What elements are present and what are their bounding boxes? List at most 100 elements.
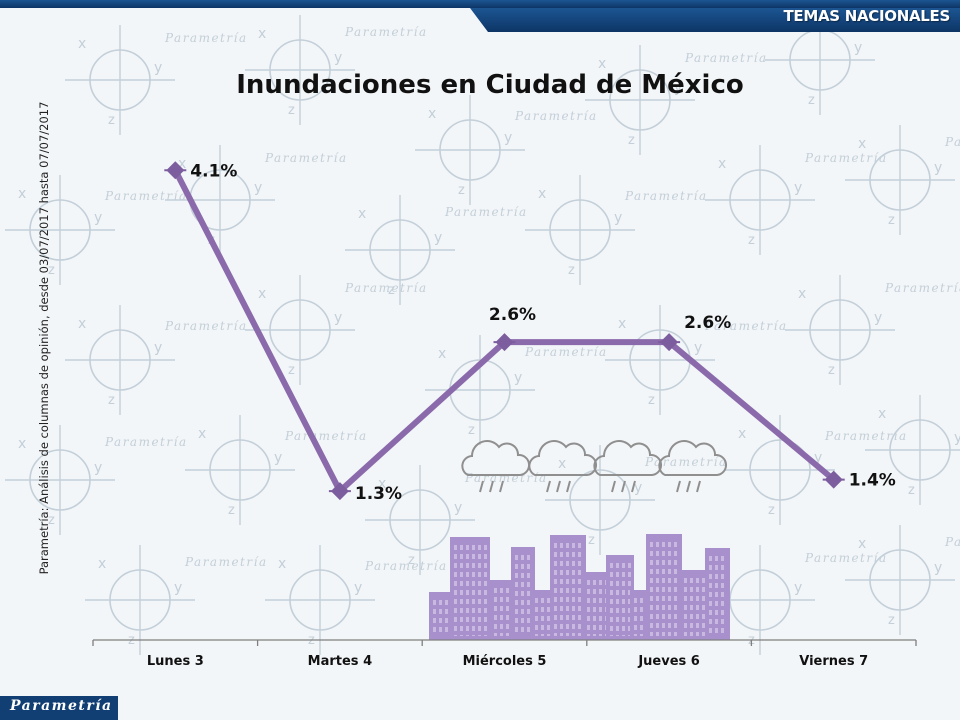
- building-window: [494, 633, 497, 638]
- building-window: [593, 598, 596, 603]
- watermark-word: Parametría: [164, 319, 248, 333]
- watermark-symbol: z: [648, 393, 655, 408]
- building-window: [650, 614, 653, 619]
- building-window: [547, 616, 550, 621]
- building-window: [616, 626, 619, 631]
- building-window: [454, 545, 457, 550]
- building-window: [521, 555, 524, 560]
- building-window: [466, 554, 469, 559]
- watermark-word: Parametría: [264, 151, 348, 165]
- building-window: [650, 632, 653, 637]
- building-window: [628, 626, 631, 631]
- data-point: [658, 333, 681, 352]
- building-window: [715, 601, 718, 606]
- building-window: [656, 578, 659, 583]
- building-window: [715, 592, 718, 597]
- building-window: [715, 574, 718, 579]
- building-window: [478, 554, 481, 559]
- building-window: [454, 572, 457, 577]
- building-window: [566, 579, 569, 584]
- building-window: [554, 615, 557, 620]
- building-window: [650, 578, 653, 583]
- building-window: [541, 598, 544, 603]
- watermark-symbol: y: [94, 210, 102, 226]
- building-window: [472, 572, 475, 577]
- building-window: [433, 600, 436, 605]
- data-point: [328, 482, 351, 501]
- watermark-symbol: y: [514, 370, 522, 386]
- building-window: [478, 563, 481, 568]
- building-window: [572, 552, 575, 557]
- building-window: [500, 588, 503, 593]
- watermark-word: Parametría: [944, 535, 960, 549]
- building-window: [460, 554, 463, 559]
- building-window: [484, 626, 487, 631]
- watermark-tile: x y z Parametría: [65, 305, 248, 415]
- building-window: [460, 617, 463, 622]
- building-window: [515, 582, 518, 587]
- building-window: [696, 605, 699, 610]
- x-tick-label: Jueves 6: [637, 654, 700, 669]
- building-window: [715, 556, 718, 561]
- building-window: [674, 578, 677, 583]
- building-window: [668, 587, 671, 592]
- building-window: [494, 624, 497, 629]
- building-window: [478, 572, 481, 577]
- building-window: [674, 614, 677, 619]
- building-window: [484, 563, 487, 568]
- building-window: [460, 626, 463, 631]
- building-window: [521, 582, 524, 587]
- building-window: [527, 564, 530, 569]
- x-tick-label: Lunes 3: [147, 654, 204, 669]
- building-window: [690, 614, 693, 619]
- watermark-symbol: y: [954, 430, 960, 446]
- building-window: [662, 623, 665, 628]
- building-window: [593, 580, 596, 585]
- watermark-symbol: y: [434, 230, 442, 246]
- building-window: [674, 587, 677, 592]
- watermark-symbol: z: [808, 93, 815, 108]
- building-window: [566, 570, 569, 575]
- building-window: [650, 569, 653, 574]
- building-window: [466, 572, 469, 577]
- rain-city-illustration: [429, 440, 730, 640]
- building-window: [622, 617, 625, 622]
- watermark-symbol: y: [814, 450, 822, 466]
- building-window: [640, 598, 643, 603]
- watermark-symbol: z: [748, 233, 755, 248]
- building-window: [616, 608, 619, 613]
- watermark-word: Parametría: [514, 109, 598, 123]
- watermark-symbol: x: [98, 556, 106, 572]
- building-window: [662, 614, 665, 619]
- building-window: [702, 614, 705, 619]
- building-window: [674, 605, 677, 610]
- building-window: [521, 600, 524, 605]
- x-tick-labels: Lunes 3 Martes 4 Miércoles 5 Jueves 6 Vierne…: [147, 654, 868, 669]
- building-window: [721, 583, 724, 588]
- watermark-word: Parametría: [704, 319, 788, 333]
- building-window: [668, 542, 671, 547]
- building-window: [515, 600, 518, 605]
- watermark-word: Parametría: [524, 345, 608, 359]
- building-window: [662, 569, 665, 574]
- city-ground: [429, 636, 730, 640]
- watermark-word: Parametría: [184, 555, 268, 569]
- building-window: [622, 599, 625, 604]
- watermark-symbol: z: [228, 503, 235, 518]
- building-window: [535, 607, 538, 612]
- building-window: [572, 606, 575, 611]
- building-window: [460, 590, 463, 595]
- building-window: [656, 623, 659, 628]
- building-window: [527, 627, 530, 632]
- building-window: [702, 587, 705, 592]
- building-window: [494, 606, 497, 611]
- building-window: [662, 542, 665, 547]
- building-window: [674, 551, 677, 556]
- building-window: [454, 590, 457, 595]
- building-window: [500, 633, 503, 638]
- building-window: [445, 600, 448, 605]
- building-window: [454, 617, 457, 622]
- building-window: [560, 570, 563, 575]
- building-window: [721, 610, 724, 615]
- building-window: [593, 625, 596, 630]
